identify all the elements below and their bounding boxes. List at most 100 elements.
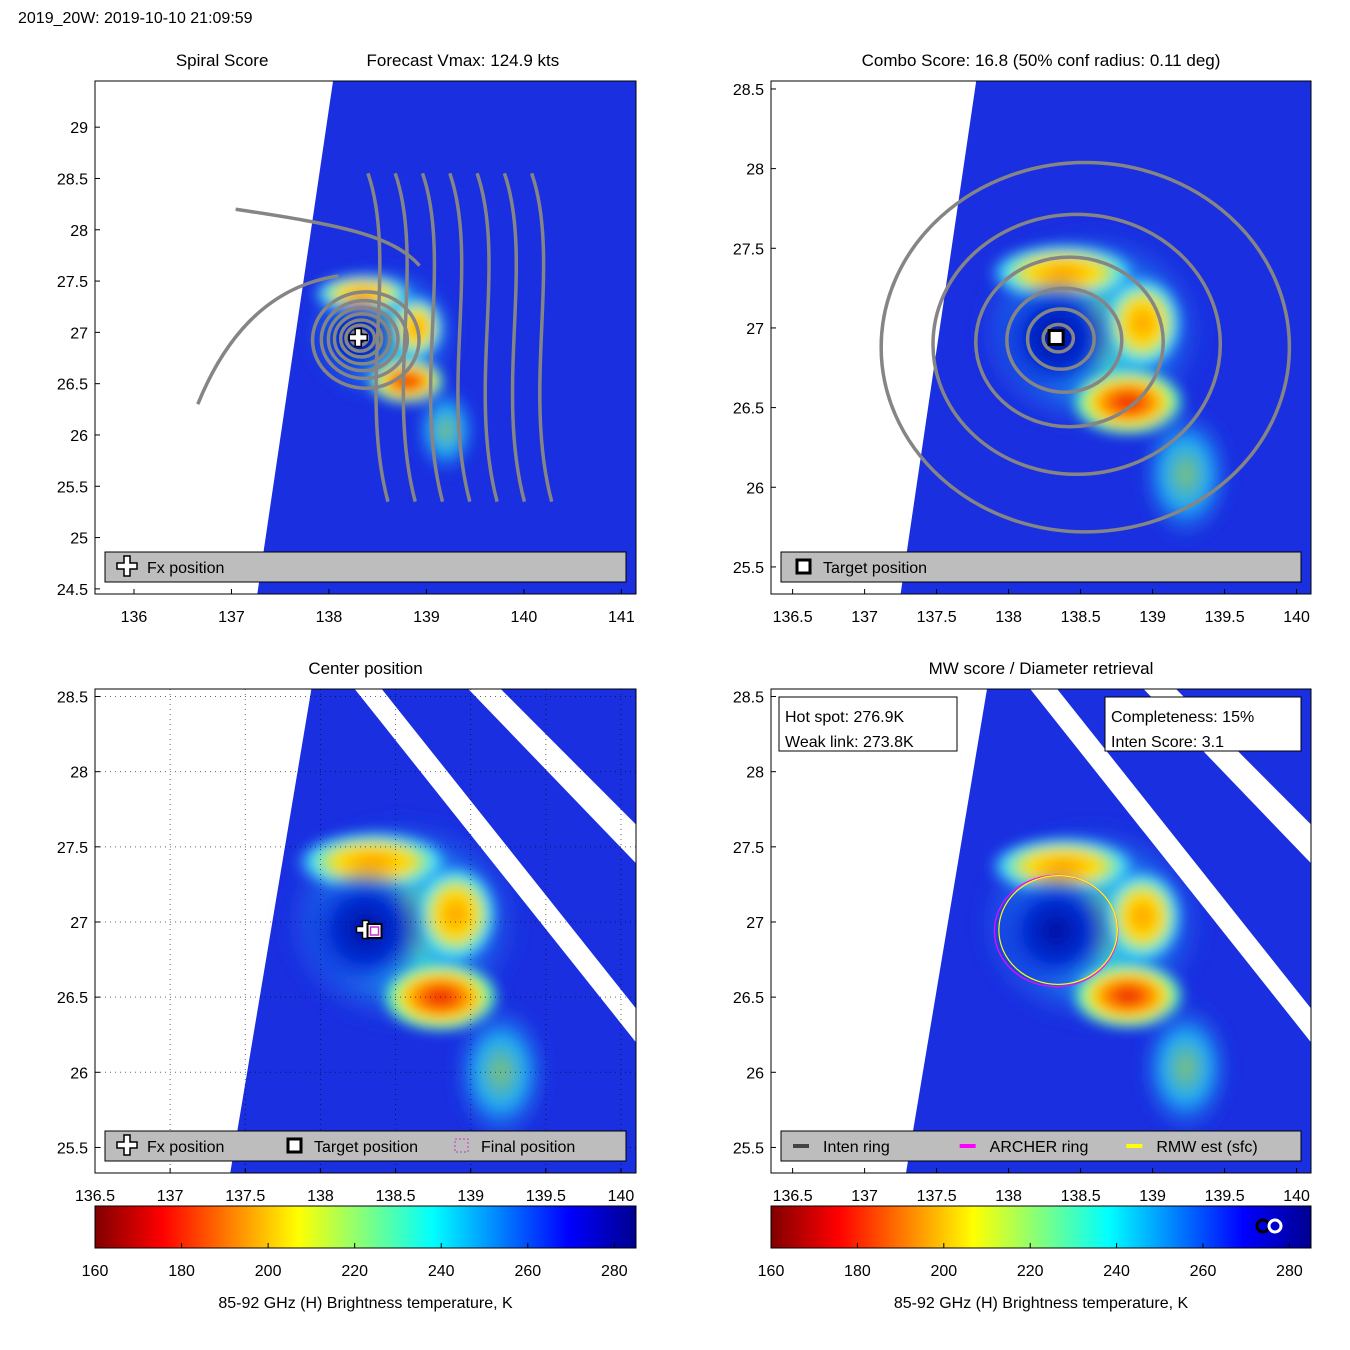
chart-title: MW score / Diameter retrieval xyxy=(929,659,1154,678)
y-tick-label: 27.5 xyxy=(57,274,88,291)
contour-ring xyxy=(310,290,421,390)
legend-mw: Inten ring ARCHER ring RMW est (sfc) xyxy=(780,1130,1302,1162)
contour-ring xyxy=(931,212,1223,477)
x-tick-label: 139 xyxy=(1139,609,1166,626)
spiral-contour-arm xyxy=(502,172,527,503)
legend-label: ARCHER ring xyxy=(990,1139,1089,1156)
x-tick-label: 137 xyxy=(851,609,878,626)
x-tick-label: 137 xyxy=(157,1188,184,1205)
eye-region xyxy=(995,870,1117,992)
y-tick-label: 27 xyxy=(70,915,88,932)
annotation-box xyxy=(1104,696,1302,752)
colorbar-tick-label: 240 xyxy=(1103,1263,1130,1280)
y-tick-label: 25.5 xyxy=(57,1140,88,1157)
legend-plus-icon xyxy=(116,555,138,577)
colorbar-tick-label: 220 xyxy=(1017,1263,1044,1280)
swath-gap-1 xyxy=(1030,689,1311,1043)
y-tick-label: 26.5 xyxy=(57,990,88,1007)
contour-ring xyxy=(319,298,410,381)
x-tick-label: 139.5 xyxy=(1205,1188,1245,1205)
spiral-contour-arm xyxy=(475,172,499,503)
x-tick-label: 140 xyxy=(608,1188,635,1205)
legend-box xyxy=(780,551,1302,583)
east-eyewall xyxy=(1099,866,1186,967)
legend-square-icon xyxy=(795,558,812,575)
axes-frame xyxy=(770,688,1312,1174)
south-rainband xyxy=(1135,995,1237,1140)
contour-ring xyxy=(1025,307,1096,371)
x-tick-label: 140 xyxy=(511,609,538,626)
axes-frame xyxy=(94,80,637,595)
legend-label: Inten ring xyxy=(823,1139,890,1156)
swath-gap-2 xyxy=(1143,689,1311,864)
contour-ring xyxy=(1005,286,1124,394)
contour-ring xyxy=(326,305,400,373)
colorbar-tick-label: 160 xyxy=(82,1263,109,1280)
legend-dotted-square-icon xyxy=(454,1138,469,1153)
y-tick-label: 27 xyxy=(70,325,88,342)
y-tick-label: 28.5 xyxy=(733,690,764,707)
contour-ring xyxy=(1041,322,1076,354)
y-tick-label: 27.5 xyxy=(733,840,764,857)
y-tick-label: 25.5 xyxy=(733,560,764,577)
grid-lines xyxy=(95,689,636,1173)
y-tick-label: 28.5 xyxy=(57,171,88,188)
colorbar-label: 85-92 GHz (H) Brightness temperature, K xyxy=(894,1295,1189,1312)
contour-ring xyxy=(974,255,1166,429)
legend-label: Fx position xyxy=(147,1139,224,1156)
chart-combo: Target position 136.5 137 137.5 138 138.5 139 1… xyxy=(733,51,1312,626)
colorbar-gradient xyxy=(770,1205,1312,1249)
contour-ring xyxy=(879,160,1292,534)
y-tick-label: 28.5 xyxy=(57,690,88,707)
annotation-text: Completeness: 15% xyxy=(1111,709,1254,726)
score-contours xyxy=(879,160,1292,534)
x-tick-label: 139 xyxy=(457,1188,484,1205)
colorbar-tick-label: 180 xyxy=(844,1263,871,1280)
plot-area-mw xyxy=(771,689,1311,1173)
colorbar-tick-label: 280 xyxy=(601,1263,628,1280)
x-tick-label: 140 xyxy=(1283,609,1310,626)
x-tick-label: 137.5 xyxy=(917,609,957,626)
legend-spiral: Fx position xyxy=(104,551,627,583)
y-tick-label: 25.5 xyxy=(57,479,88,496)
final-position-marker xyxy=(369,926,380,936)
x-tick-label: 137.5 xyxy=(917,1188,957,1205)
legend-label: Final position xyxy=(481,1139,575,1156)
plot-area-combo xyxy=(771,81,1311,594)
y-tick-label: 26 xyxy=(70,1065,88,1082)
y-tick-label: 28.5 xyxy=(733,82,764,99)
y-tick-label: 26.5 xyxy=(733,401,764,418)
y-tick-label: 26 xyxy=(70,428,88,445)
x-tick-label: 139.5 xyxy=(526,1188,566,1205)
annotation-text: Weak link: 273.8K xyxy=(785,734,914,751)
swath-gap-2 xyxy=(468,689,636,864)
x-tick-label: 138 xyxy=(995,609,1022,626)
chart-title-left: Spiral Score xyxy=(176,51,269,70)
legend-label: Target position xyxy=(314,1139,418,1156)
legend-center: Fx position Target position Final position xyxy=(104,1130,627,1162)
score-contours xyxy=(196,172,554,503)
legend-square-icon xyxy=(286,1137,303,1154)
x-tick-label: 138.5 xyxy=(1061,609,1101,626)
y-tick-label: 27.5 xyxy=(57,840,88,857)
plot-area-center xyxy=(95,689,636,1173)
x-tick-label: 139.5 xyxy=(1205,609,1245,626)
y-tick-label: 25.5 xyxy=(733,1140,764,1157)
spiral-contour-arm xyxy=(235,207,421,267)
swath-gap-1 xyxy=(354,689,636,1043)
x-tick-label: 138 xyxy=(995,1188,1022,1205)
colorbar-2: 160 180 200 220 240 260 280 85-92 GHz (H) Brigh… xyxy=(758,1205,1312,1312)
y-tick-label: 27.5 xyxy=(733,241,764,258)
rmw-ring xyxy=(998,874,1118,986)
y-tick-label: 26 xyxy=(746,1065,764,1082)
legend-label: Target position xyxy=(823,560,927,577)
colorbar-tick-label: 260 xyxy=(514,1263,541,1280)
annotation-box xyxy=(778,696,958,752)
colorbar-tick-label: 220 xyxy=(341,1263,368,1280)
x-tick-label: 137.5 xyxy=(225,1188,265,1205)
y-tick-label: 25 xyxy=(70,531,88,548)
x-tick-label: 136.5 xyxy=(773,1188,813,1205)
spiral-contour-arm xyxy=(196,274,339,405)
south-rainband xyxy=(1135,402,1237,547)
colorbar-tick-label: 200 xyxy=(255,1263,282,1280)
